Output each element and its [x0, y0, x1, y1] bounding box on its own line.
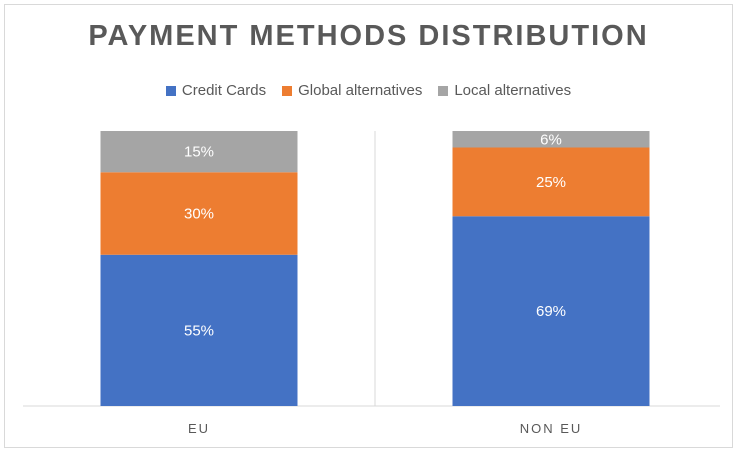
legend-swatch-credit-cards	[165, 85, 176, 96]
legend: Credit Cards Global alternatives Local a…	[0, 82, 737, 99]
bar-eu-local-alternatives	[100, 131, 298, 173]
legend-swatch-global-alternatives	[282, 85, 293, 96]
legend-label-local-alternatives: Local alternatives	[454, 82, 572, 99]
legend-label-global-alternatives: Global alternatives	[298, 82, 423, 99]
chart-title: PAYMENT METHODS DISTRIBUTION	[88, 20, 649, 52]
legend-item-credit-cards: Credit Cards	[165, 82, 267, 99]
bar-non-eu-credit-cards	[452, 216, 650, 406]
data-label-eu-global-alternatives: 30%	[184, 206, 214, 223]
bar-eu-credit-cards	[100, 254, 298, 406]
data-label-eu-credit-cards: 55%	[184, 322, 214, 339]
legend-item-local-alternatives: Local alternatives	[438, 82, 571, 99]
legend-label-credit-cards: Credit Cards	[181, 82, 267, 99]
x-tick-label-non-eu: NON EU	[520, 421, 583, 436]
legend-item-global-alternatives: Global alternatives	[282, 82, 422, 99]
data-label-eu-local-alternatives: 15%	[184, 144, 214, 161]
data-label-non-eu-local-alternatives: 6%	[540, 131, 562, 148]
bar-eu-global-alternatives	[100, 172, 298, 255]
data-label-non-eu-global-alternatives: 25%	[536, 174, 566, 191]
bar-non-eu-global-alternatives	[452, 147, 650, 217]
x-tick-label-eu: EU	[188, 421, 210, 436]
legend-swatch-local-alternatives	[438, 85, 449, 96]
bar-non-eu-local-alternatives	[452, 131, 650, 148]
data-label-non-eu-credit-cards: 69%	[536, 303, 566, 320]
